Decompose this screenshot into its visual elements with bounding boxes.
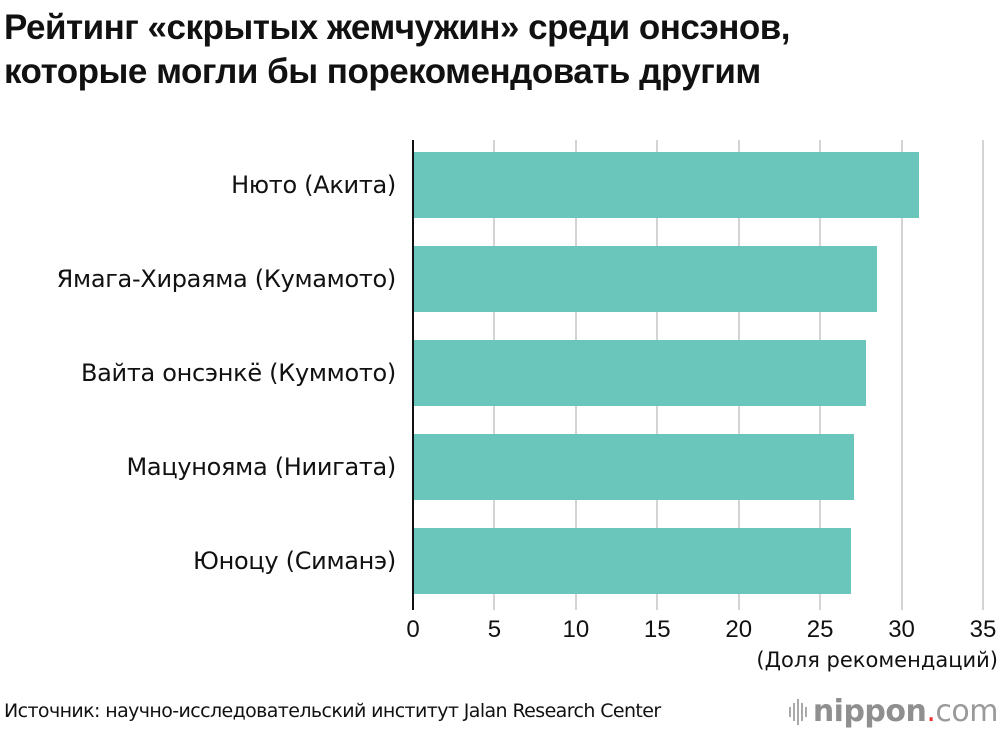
- x-tick-label: 5: [487, 616, 502, 643]
- chart-title: Рейтинг «скрытых жемчужин» среди онсэнов…: [4, 6, 790, 94]
- x-tick-label: 35: [969, 616, 997, 643]
- logo-wordmark: nippon.com: [812, 694, 999, 729]
- category-label: Мацунояма (Ниигата): [126, 453, 397, 481]
- logo-dot: .: [926, 694, 936, 729]
- sound-bars-icon: [788, 697, 807, 727]
- bar: [414, 246, 878, 312]
- x-tick-label: 20: [725, 616, 753, 643]
- x-tick-label: 15: [643, 616, 671, 643]
- gridline: [982, 140, 984, 610]
- category-label: Юноцу (Симанэ): [192, 547, 396, 575]
- bar: [414, 340, 866, 406]
- x-tick-label: 0: [406, 616, 420, 643]
- y-axis-line: [412, 140, 414, 610]
- chart-title-line-1: Рейтинг «скрытых жемчужин» среди онсэнов…: [4, 8, 790, 47]
- x-tick-label: 25: [806, 616, 834, 643]
- source-note: Источник: научно-исследовательский инсти…: [4, 700, 661, 722]
- nippon-logo: nippon.com: [788, 694, 999, 729]
- category-label: Нюто (Акита): [231, 171, 396, 199]
- bar: [414, 434, 855, 500]
- logo-tld: com: [935, 694, 998, 729]
- x-tick-label: 30: [888, 616, 915, 643]
- chart-title-line-2: которые могли бы порекомендовать другим: [4, 52, 761, 91]
- bar: [414, 528, 852, 594]
- x-tick-label: 10: [562, 616, 590, 643]
- category-label: Вайта онсэнкё (Куммото): [80, 359, 396, 387]
- logo-name: nippon: [812, 694, 927, 729]
- x-axis-label: (Доля рекомендаций): [756, 648, 998, 672]
- gridline: [900, 140, 903, 610]
- bar: [414, 152, 920, 218]
- category-label: Ямага-Хираяма (Кумамото): [56, 265, 397, 293]
